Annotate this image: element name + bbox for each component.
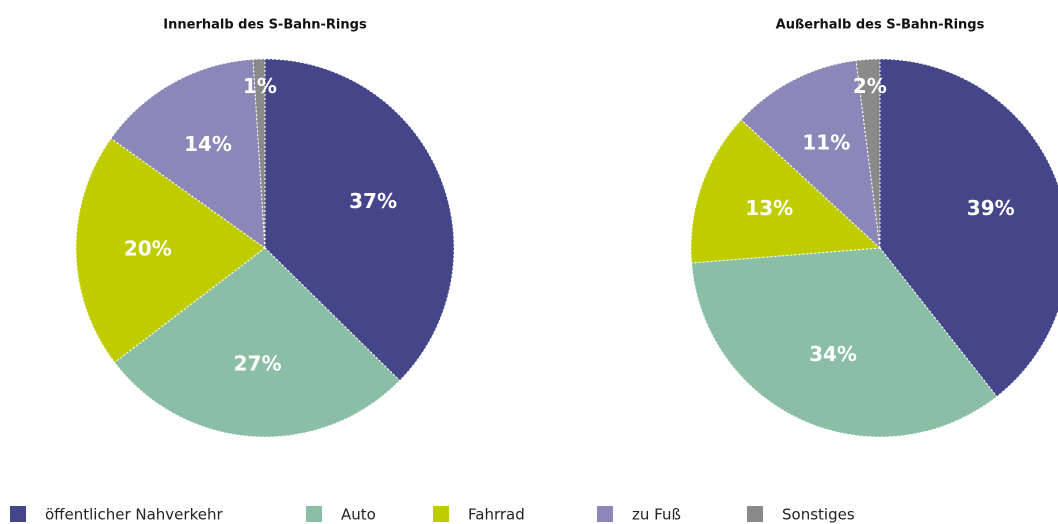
legend-swatch <box>433 506 449 522</box>
pie-slice <box>110 58 266 250</box>
pie-slice <box>691 247 998 438</box>
legend-swatch <box>747 506 763 522</box>
legend-swatch <box>306 506 322 522</box>
pie-slice <box>690 119 882 264</box>
data-label: 37% <box>349 189 397 213</box>
legend-label: Fahrrad <box>468 506 525 524</box>
pie-slice <box>879 58 1058 398</box>
data-label: 1% <box>243 74 277 98</box>
pie-slice <box>75 137 266 364</box>
data-label: 2% <box>853 74 887 98</box>
legend-swatch <box>10 506 26 522</box>
legend-label: zu Fuß <box>632 506 681 524</box>
data-label: 20% <box>124 236 172 260</box>
chart-title: Außerhalb des S-Bahn-Rings <box>776 18 985 33</box>
chart-title: Innerhalb des S-Bahn-Rings <box>163 18 367 33</box>
pie-slice <box>252 58 266 249</box>
legend-label: öffentlicher Nahverkehr <box>45 506 223 524</box>
pie-slice <box>740 59 881 250</box>
legend-swatch <box>597 506 613 522</box>
legend-label: Auto <box>341 506 376 524</box>
data-label: 34% <box>809 342 857 366</box>
data-label: 27% <box>234 351 282 375</box>
data-label: 11% <box>802 130 850 154</box>
data-label: 39% <box>967 196 1015 220</box>
data-label: 13% <box>745 196 793 220</box>
pie-slice <box>113 247 401 438</box>
pie-slice <box>855 58 881 249</box>
pie-slice <box>264 58 455 382</box>
data-label: 14% <box>184 132 232 156</box>
legend-label: Sonstiges <box>782 506 855 524</box>
